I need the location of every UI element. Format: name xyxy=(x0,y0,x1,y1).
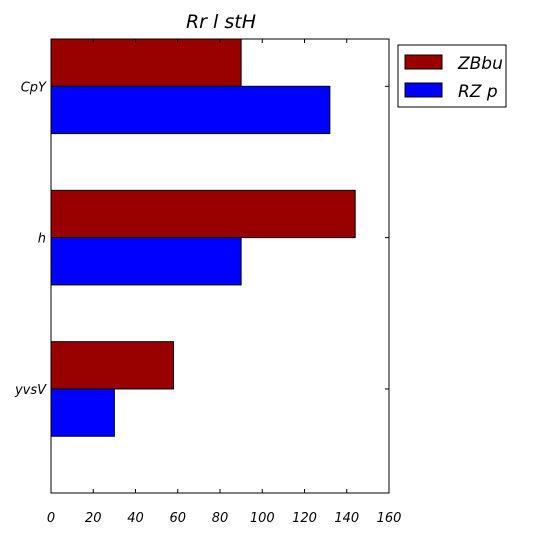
legend-label-series-1: ZBbu xyxy=(457,54,503,74)
x-tick-label: 60 xyxy=(169,511,186,526)
x-tick-label: 40 xyxy=(127,511,144,526)
x-axis: 0 20 40 60 80 100 120 140 160 xyxy=(47,39,402,526)
y-tick-label: CpY xyxy=(21,80,47,95)
x-tick-label: 160 xyxy=(377,511,402,526)
legend: ZBbu RZ p xyxy=(397,44,507,108)
bar-2-1 xyxy=(50,237,242,286)
x-tick-label: 100 xyxy=(250,511,275,526)
bar-1-1 xyxy=(50,189,356,239)
x-tick-label: 120 xyxy=(292,511,317,526)
bar-1-2 xyxy=(50,341,175,390)
bars-group xyxy=(50,38,356,437)
bar-1-0 xyxy=(50,38,242,87)
legend-label-series-2: RZ p xyxy=(458,82,498,102)
x-tick-label: 80 xyxy=(212,511,229,526)
chart-title: Rr l stH xyxy=(186,11,256,33)
x-tick-label: 20 xyxy=(85,511,102,526)
y-tick-label: yvsV xyxy=(14,383,47,398)
y-tick-label: h xyxy=(38,232,46,247)
x-tick-label: 0 xyxy=(47,511,55,526)
x-tick-label: 140 xyxy=(334,511,359,526)
bar-2-0 xyxy=(50,85,331,135)
bar-2-2 xyxy=(50,388,115,437)
legend-swatch-series-2 xyxy=(404,82,443,98)
legend-swatch-series-1 xyxy=(404,54,443,70)
y-axis: CpY h yvsV xyxy=(14,80,389,398)
